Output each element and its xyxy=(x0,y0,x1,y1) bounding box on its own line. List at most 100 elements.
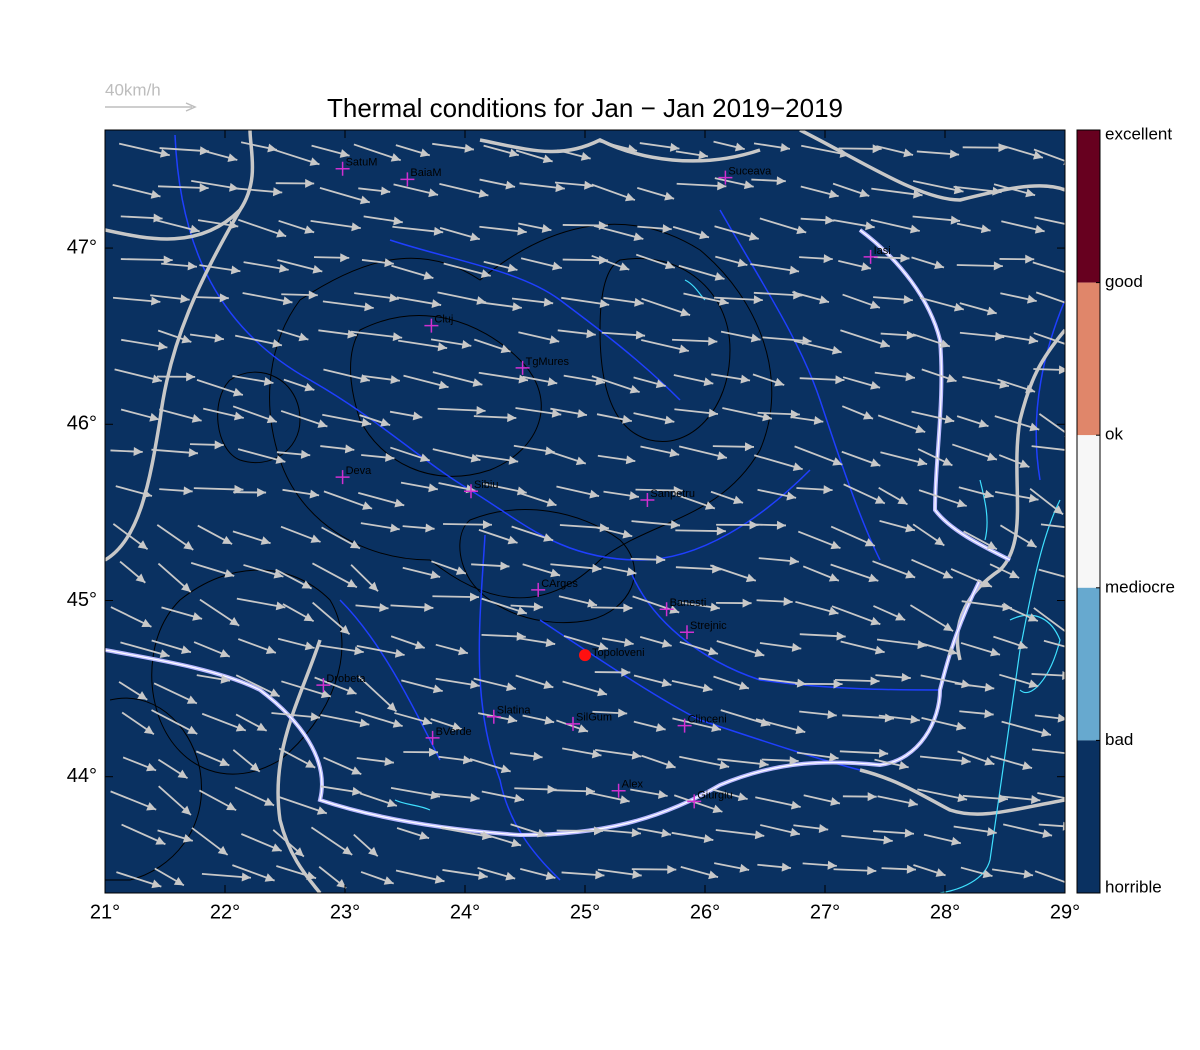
wind-arrow xyxy=(761,756,799,766)
arrow-head xyxy=(336,879,347,889)
wind-arrow xyxy=(361,258,394,268)
arrow-head xyxy=(897,495,908,505)
colorbar-band xyxy=(1077,740,1100,893)
arrow-head xyxy=(748,232,759,241)
arrow-head xyxy=(664,191,675,201)
arrow-head xyxy=(543,297,554,307)
arrow-head xyxy=(836,631,846,641)
wind-arrow xyxy=(671,831,714,843)
wind-arrow xyxy=(601,330,646,340)
city-marker xyxy=(335,161,350,176)
arrow-head xyxy=(424,602,434,612)
wind-arrow xyxy=(232,375,274,386)
wind-arrow xyxy=(275,568,313,590)
arrow-head xyxy=(276,229,287,238)
arrow-head xyxy=(150,190,161,199)
arrow-head xyxy=(1026,294,1037,304)
wind-arrow xyxy=(591,254,630,271)
arrow-head xyxy=(986,452,997,461)
wind-arrow xyxy=(522,375,558,387)
arrow-shaft xyxy=(1031,748,1065,755)
arrow-head xyxy=(634,297,644,307)
arrow-head xyxy=(754,648,765,658)
wind-arrow xyxy=(151,448,199,458)
wind-arrow xyxy=(553,786,595,796)
arrow-head xyxy=(547,784,557,794)
wind-arrow xyxy=(391,264,434,280)
wind-arrow xyxy=(797,530,841,550)
arrow-head xyxy=(951,836,961,846)
city-marker xyxy=(531,582,546,597)
arrow-head xyxy=(505,180,516,190)
arrow-head xyxy=(910,714,920,724)
city-label: TgMures xyxy=(526,356,570,368)
arrow-head xyxy=(359,718,370,728)
arrow-head xyxy=(500,344,511,354)
y-tick-label: 46° xyxy=(67,413,97,435)
arrow-head xyxy=(425,523,435,533)
wind-arrow xyxy=(921,716,966,731)
wind-arrow xyxy=(120,641,170,659)
wind-arrow xyxy=(841,405,874,420)
arrow-head xyxy=(625,455,636,465)
arrow-head xyxy=(1042,829,1053,838)
arrow-head xyxy=(469,232,480,242)
wind-arrow xyxy=(994,415,1040,432)
arrow-head xyxy=(872,144,882,154)
wind-arrow xyxy=(199,598,240,627)
arrow-head xyxy=(383,876,394,885)
wind-arrow xyxy=(878,714,920,724)
wind-arrow xyxy=(479,178,516,190)
arrow-head xyxy=(551,408,562,418)
wind-arrow xyxy=(353,833,379,857)
arrow-head xyxy=(183,486,193,496)
wind-arrow xyxy=(318,644,364,656)
arrow-shaft xyxy=(1039,185,1065,190)
arrow-head xyxy=(241,872,251,882)
wind-arrow xyxy=(673,374,714,387)
wind-arrow xyxy=(596,413,633,424)
arrow-head xyxy=(480,269,491,278)
wind-arrow xyxy=(118,142,170,158)
arrow-head xyxy=(545,638,556,648)
arrow-head xyxy=(552,261,562,271)
wind-arrow xyxy=(439,227,481,242)
wind-arrow xyxy=(161,261,198,271)
arrow-head xyxy=(390,523,400,533)
wind-arrow xyxy=(121,711,155,735)
arrow-head xyxy=(901,672,911,682)
colorbar-label: mediocre xyxy=(1105,577,1175,596)
wind-arrow xyxy=(672,717,722,733)
city-marker xyxy=(425,730,440,745)
arrow-head xyxy=(294,847,304,857)
arrow-head xyxy=(392,719,403,728)
wind-arrow xyxy=(395,869,445,884)
arrow-head xyxy=(789,556,799,566)
wind-arrow xyxy=(792,291,830,305)
arrow-head xyxy=(1017,640,1028,650)
wind-arrow xyxy=(919,296,965,312)
arrow-head xyxy=(622,529,633,539)
wind-arrow xyxy=(760,824,801,837)
arrow-head xyxy=(1041,728,1051,737)
arrow-head xyxy=(790,827,800,837)
wind-arrow xyxy=(834,676,880,686)
wind-arrow xyxy=(712,442,755,452)
arrow-head xyxy=(260,536,271,545)
arrow-head xyxy=(508,148,519,158)
arrow-head xyxy=(422,716,433,726)
arrow-head xyxy=(867,866,877,876)
arrow-head xyxy=(869,300,880,310)
arrow-head xyxy=(310,534,321,543)
arrow-head xyxy=(792,462,803,472)
wind-arrow xyxy=(561,870,605,880)
city-marker xyxy=(486,709,501,724)
arrow-head xyxy=(137,691,148,700)
arrow-head xyxy=(545,871,556,881)
wind-arrow xyxy=(917,448,953,467)
arrow-head xyxy=(818,824,829,833)
arrow-head xyxy=(547,377,558,387)
arrow-head xyxy=(219,757,230,767)
wind-arrow xyxy=(481,597,528,615)
x-tick-label: 24° xyxy=(450,901,480,923)
